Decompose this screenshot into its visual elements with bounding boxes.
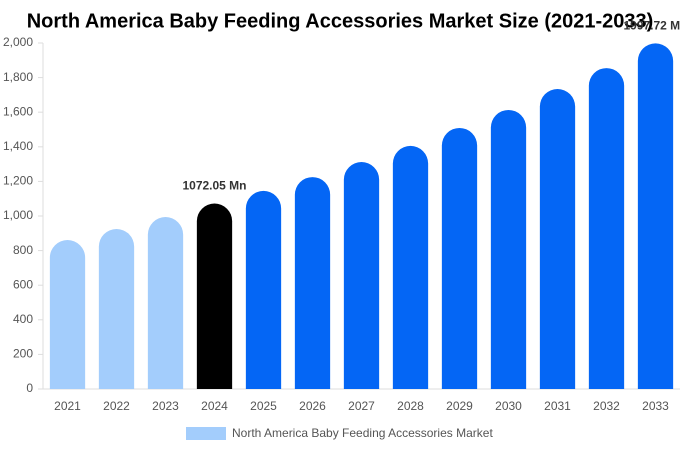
bar: [588, 68, 625, 389]
bar: [392, 145, 429, 389]
bar: [245, 190, 282, 389]
y-tick-label: 2,000: [3, 35, 33, 49]
data-label: 1072.05 Mn: [182, 179, 246, 193]
bar: [637, 43, 674, 390]
bar: [49, 240, 86, 389]
bar: [343, 162, 380, 389]
x-tick-label: 2021: [54, 399, 81, 413]
bar: [196, 203, 233, 389]
x-tick-label: 2030: [495, 399, 522, 413]
y-tick-label: 1,600: [3, 104, 33, 118]
y-tick-label: 1,800: [3, 70, 33, 84]
x-tick-label: 2024: [201, 399, 228, 413]
x-tick-label: 2023: [152, 399, 179, 413]
x-tick-label: 2029: [446, 399, 473, 413]
x-tick-label: 2026: [299, 399, 326, 413]
bar: [539, 89, 576, 390]
y-tick-label: 800: [13, 243, 33, 257]
y-tick-label: 200: [13, 347, 33, 361]
x-tick-label: 2022: [103, 399, 130, 413]
legend-swatch: [186, 427, 226, 440]
y-tick-label: 600: [13, 277, 33, 291]
x-tick-label: 2032: [593, 399, 620, 413]
bar: [294, 177, 331, 389]
y-tick-label: 400: [13, 312, 33, 326]
x-tick-label: 2031: [544, 399, 571, 413]
y-tick-label: 1,000: [3, 208, 33, 222]
x-tick-label: 2033: [642, 399, 669, 413]
legend-label: North America Baby Feeding Accessories M…: [232, 426, 493, 440]
x-tick-label: 2025: [250, 399, 277, 413]
bar: [441, 127, 478, 389]
x-tick-label: 2028: [397, 399, 424, 413]
y-tick-label: 1,400: [3, 139, 33, 153]
y-tick-label: 0: [26, 381, 33, 395]
x-tick-label: 2027: [348, 399, 375, 413]
data-label: 1997.72 Mn: [623, 19, 680, 33]
chart-title: North America Baby Feeding Accessories M…: [27, 10, 654, 32]
bar: [147, 217, 184, 389]
bar: [98, 228, 135, 389]
y-tick-label: 1,200: [3, 174, 33, 188]
bar: [490, 109, 527, 389]
